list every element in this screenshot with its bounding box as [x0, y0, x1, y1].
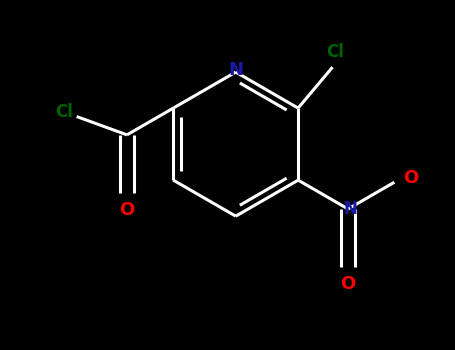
Text: O: O [403, 169, 418, 187]
Text: N: N [228, 61, 243, 79]
Text: Cl: Cl [55, 104, 72, 121]
Text: O: O [119, 201, 135, 219]
Text: N: N [343, 200, 357, 218]
Text: O: O [340, 275, 356, 293]
Text: Cl: Cl [326, 43, 344, 61]
